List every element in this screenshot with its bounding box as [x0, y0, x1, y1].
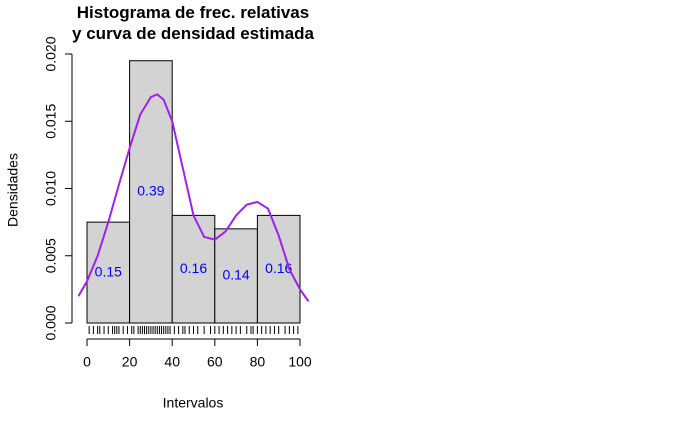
x-tick-label: 0 — [83, 354, 91, 370]
bar-label: 0.15 — [95, 263, 122, 279]
y-axis-label: Densidades — [5, 153, 21, 227]
bar-label: 0.16 — [265, 260, 292, 276]
y-tick-label: 0.005 — [43, 238, 59, 273]
x-tick-label: 100 — [288, 354, 312, 370]
x-axis-label: Intervalos — [163, 395, 224, 411]
y-tick-label: 0.010 — [43, 171, 59, 206]
bar-label: 0.14 — [222, 267, 249, 283]
bar-label: 0.16 — [180, 260, 207, 276]
x-tick-label: 40 — [164, 354, 180, 370]
x-tick-label: 80 — [250, 354, 266, 370]
density-curve — [78, 93, 309, 303]
x-tick-label: 20 — [122, 354, 138, 370]
chart-title: Histograma de frec. relativas y curva de … — [72, 3, 314, 43]
bar-label: 0.39 — [137, 183, 164, 199]
x-tick-label: 60 — [207, 354, 223, 370]
title-line: y curva de densidad estimada — [72, 24, 314, 43]
density-layer — [78, 93, 309, 303]
title-line: Histograma de frec. relativas — [77, 3, 309, 22]
y-tick-label: 0.000 — [43, 305, 59, 340]
bar — [171, 214, 216, 324]
bar — [214, 228, 258, 324]
y-tick-label: 0.015 — [43, 104, 59, 139]
y-tick-label: 0.020 — [43, 36, 59, 71]
